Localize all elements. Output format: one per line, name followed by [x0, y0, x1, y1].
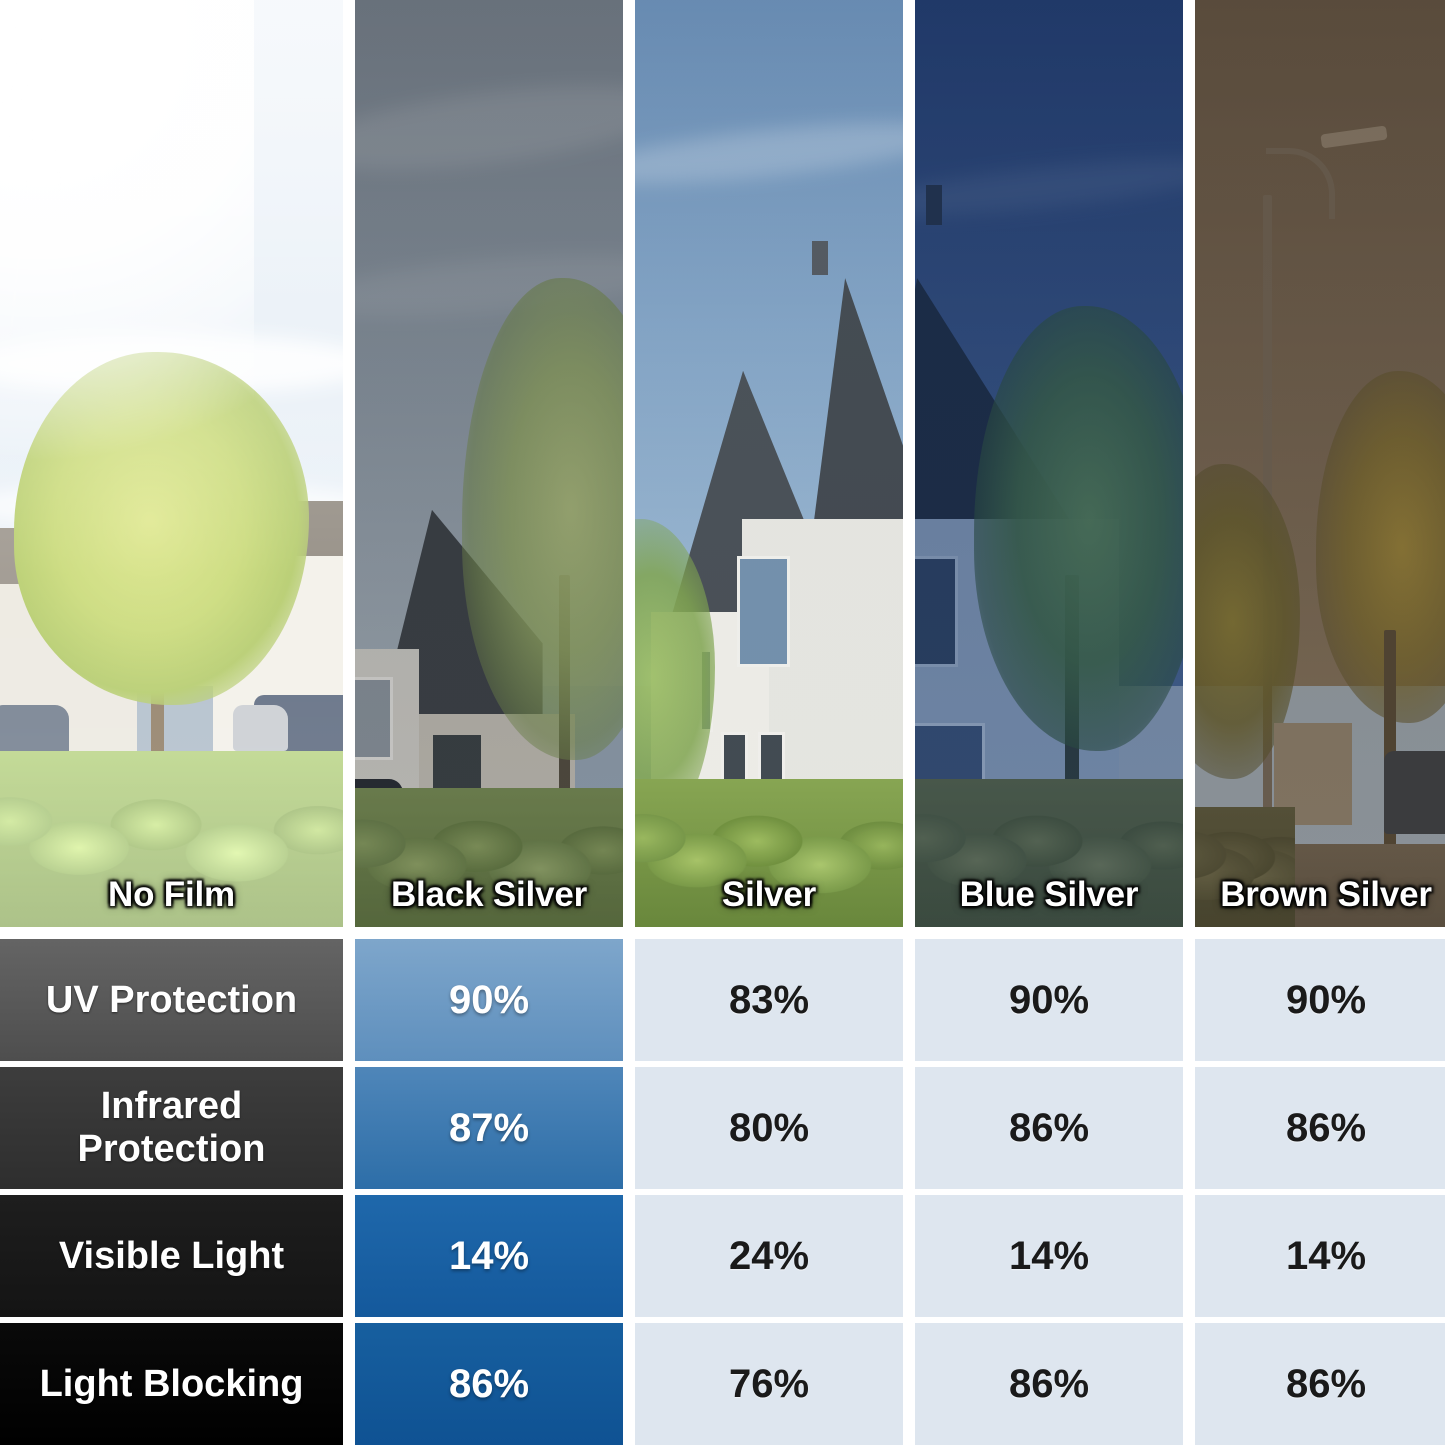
cell-ir-silver: 80% — [635, 1067, 903, 1189]
table-row: UV Protection 90% 83% 90% 90% — [0, 939, 1445, 1061]
hedge — [355, 787, 623, 927]
row-label-light-blocking: Light Blocking — [0, 1323, 343, 1445]
table-row: Infrared Protection 87% 80% 86% 86% — [0, 1067, 1445, 1189]
cell-ir-blue-silver: 86% — [915, 1067, 1183, 1189]
cell-lb-blue-silver: 86% — [915, 1323, 1183, 1445]
cell-uv-blue-silver: 90% — [915, 939, 1183, 1061]
specification-table: UV Protection 90% 83% 90% 90% Infrared P… — [0, 939, 1445, 1445]
panel-silver: Silver — [635, 0, 903, 927]
tree-canopy — [462, 278, 623, 761]
cell-lb-silver: 76% — [635, 1323, 903, 1445]
cell-vl-silver: 24% — [635, 1195, 903, 1317]
window-gable — [736, 556, 791, 668]
cell-uv-silver: 83% — [635, 939, 903, 1061]
film-comparison-photo-strip: No Film Black Silver — [0, 0, 1445, 927]
row-label-visible-light: Visible Light — [0, 1195, 343, 1317]
row-label-infrared-protection: Infrared Protection — [0, 1067, 343, 1189]
row-label-line2: Protection — [77, 1128, 266, 1170]
panel-caption-no-film: No Film — [108, 875, 235, 914]
panel-no-film: No Film — [0, 0, 343, 927]
panel-caption-brown-silver: Brown Silver — [1220, 875, 1432, 914]
table-row: Light Blocking 86% 76% 86% 86% — [0, 1323, 1445, 1445]
scene-black-silver — [355, 0, 623, 927]
cell-uv-brown-silver: 90% — [1195, 939, 1445, 1061]
tree-canopy — [973, 305, 1183, 751]
cell-ir-brown-silver: 86% — [1195, 1067, 1445, 1189]
scene-no-film — [0, 0, 343, 927]
hedge — [915, 778, 1183, 927]
window-upper — [915, 556, 958, 668]
car-silver — [233, 704, 289, 751]
cell-lb-brown-silver: 86% — [1195, 1323, 1445, 1445]
hedge — [635, 778, 903, 927]
cell-vl-black-silver: 14% — [355, 1195, 623, 1317]
panel-caption-blue-silver: Blue Silver — [959, 875, 1139, 914]
window-upper — [355, 676, 393, 761]
tree-canopy-right — [1315, 370, 1445, 724]
lamp-post-arm — [1265, 148, 1335, 220]
panel-caption-silver: Silver — [721, 875, 817, 914]
table-row: Visible Light 14% 24% 14% 14% — [0, 1195, 1445, 1317]
cell-ir-black-silver: 87% — [355, 1067, 623, 1189]
car — [1383, 750, 1445, 835]
cell-uv-black-silver: 90% — [355, 939, 623, 1061]
cell-vl-blue-silver: 14% — [915, 1195, 1183, 1317]
scene-blue-silver — [915, 0, 1183, 927]
panel-black-silver: Black Silver — [355, 0, 623, 927]
cell-lb-black-silver: 86% — [355, 1323, 623, 1445]
panel-caption-black-silver: Black Silver — [390, 875, 588, 914]
row-label-uv-protection: UV Protection — [0, 939, 343, 1061]
panel-blue-silver: Blue Silver — [915, 0, 1183, 927]
scene-brown-silver — [1195, 0, 1445, 927]
panel-brown-silver: Brown Silver — [1195, 0, 1445, 927]
cell-vl-brown-silver: 14% — [1195, 1195, 1445, 1317]
scene-silver — [635, 0, 903, 927]
row-label-line1: Infrared — [100, 1085, 243, 1128]
hedge — [1195, 806, 1295, 927]
chimney — [811, 241, 828, 276]
chimney — [925, 185, 942, 226]
